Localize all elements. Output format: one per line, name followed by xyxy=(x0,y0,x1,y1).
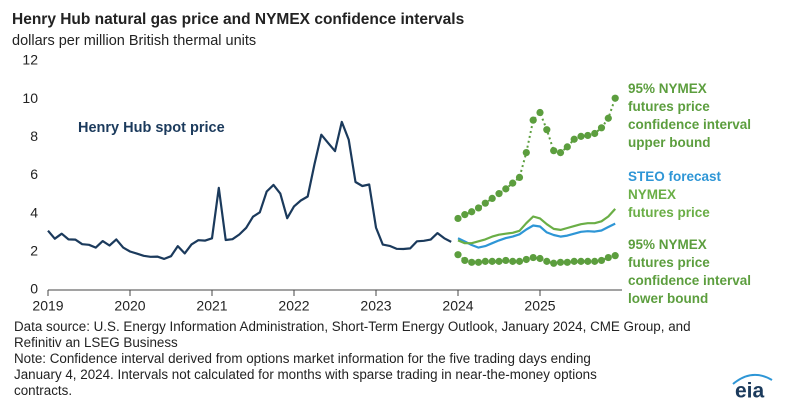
point xyxy=(611,252,619,260)
point xyxy=(577,257,585,265)
series-label: STEO forecast xyxy=(628,169,722,184)
logo: eia xyxy=(735,380,765,403)
series-line xyxy=(457,222,616,249)
point xyxy=(543,126,551,134)
x-tick-label: 2025 xyxy=(524,298,555,314)
point xyxy=(502,256,510,265)
point xyxy=(495,190,503,198)
y-tick-label: 8 xyxy=(30,128,38,144)
point xyxy=(577,132,585,140)
x-tick-label: 2020 xyxy=(114,298,145,314)
point xyxy=(570,135,578,143)
point xyxy=(488,257,496,265)
chart-subtitle: dollars per million British thermal unit… xyxy=(12,33,256,49)
point xyxy=(570,257,578,265)
point xyxy=(604,253,612,262)
y-tick-label: 2 xyxy=(30,243,38,259)
series-label: 95% NYMEX futures price confidence interva… xyxy=(628,237,751,306)
y-tick-label: 4 xyxy=(30,204,38,220)
series-label: NYMEX futures price xyxy=(628,187,710,220)
point xyxy=(481,199,489,207)
point xyxy=(611,94,619,102)
point xyxy=(584,131,592,140)
series-line xyxy=(457,97,617,220)
y-tick-label: 0 xyxy=(30,281,38,297)
y-tick-label: 10 xyxy=(22,90,38,106)
footnote: Note: Confidence interval derived from o… xyxy=(14,351,597,398)
point xyxy=(515,173,524,182)
point xyxy=(468,258,476,266)
x-tick-label: 2019 xyxy=(32,298,63,314)
series-line xyxy=(47,120,452,260)
point xyxy=(536,108,544,117)
point xyxy=(522,149,530,157)
point xyxy=(597,124,606,132)
series-label: 95% NYMEX futures price confidence interva… xyxy=(628,81,751,150)
point xyxy=(591,257,599,265)
point xyxy=(563,258,571,266)
point xyxy=(502,185,510,193)
point xyxy=(543,257,551,265)
source-note: Data source: U.S. Energy Information Adm… xyxy=(14,319,691,350)
point xyxy=(604,114,612,122)
point xyxy=(454,214,462,223)
point xyxy=(461,211,469,219)
point xyxy=(509,257,517,265)
point xyxy=(550,147,558,155)
point xyxy=(488,194,496,202)
point xyxy=(563,143,571,151)
x-tick-label: 2024 xyxy=(442,298,473,314)
point xyxy=(454,251,462,259)
x-tick-label: 2023 xyxy=(360,298,391,314)
x-tick-label: 2022 xyxy=(278,298,309,314)
series-label: Henry Hub spot price xyxy=(78,120,225,136)
y-tick-label: 6 xyxy=(30,166,38,182)
point xyxy=(509,179,517,187)
point xyxy=(474,258,483,266)
point xyxy=(556,258,565,266)
point xyxy=(474,204,483,212)
point xyxy=(522,255,530,264)
point xyxy=(461,256,469,265)
point xyxy=(481,257,489,265)
point xyxy=(529,253,537,262)
point xyxy=(529,116,537,124)
point xyxy=(515,257,524,265)
point xyxy=(468,208,476,216)
x-tick-label: 2021 xyxy=(196,298,227,314)
point xyxy=(536,254,544,263)
point xyxy=(495,257,503,265)
point xyxy=(584,257,592,265)
chart-title: Henry Hub natural gas price and NYMEX co… xyxy=(12,11,464,28)
point xyxy=(591,129,599,138)
series-line xyxy=(457,208,617,245)
point xyxy=(556,149,565,157)
point xyxy=(550,259,558,267)
y-tick-label: 12 xyxy=(22,52,38,68)
point xyxy=(597,256,606,265)
logo-arc xyxy=(732,373,773,385)
